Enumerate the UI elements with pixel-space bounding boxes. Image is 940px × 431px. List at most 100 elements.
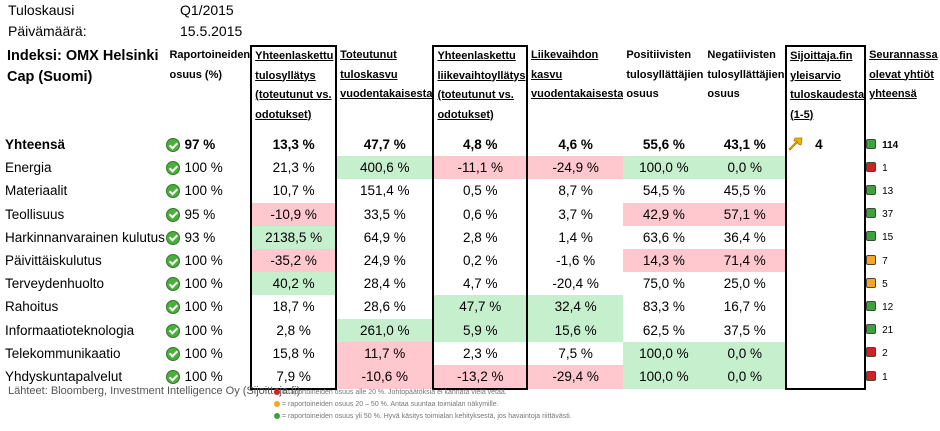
rs-cell: 0,6 % xyxy=(432,202,529,226)
rg-cell: 15,6 % xyxy=(527,318,624,342)
reported-cell: 100 % xyxy=(166,365,251,389)
followed-cell: 5 xyxy=(865,272,940,295)
reported-cell: 97 % xyxy=(166,133,251,156)
followed-value: 21 xyxy=(882,325,894,337)
negative-share-header: Negatiivisten tulosyllättäjien osuus xyxy=(707,49,785,100)
eg-cell: 33,5 % xyxy=(363,206,406,222)
followed-value: 1 xyxy=(882,371,888,383)
eg-cell: 400,6 % xyxy=(336,156,434,180)
revenue-growth-header: Liikevaihdon kasvu vuodentakaisesta xyxy=(531,49,624,100)
reported-value: 100 % xyxy=(184,276,223,292)
followed-value: 1 xyxy=(882,162,888,174)
rs-cell: 2,3 % xyxy=(432,341,529,365)
check-icon xyxy=(166,161,181,176)
status-dot-icon xyxy=(866,370,877,381)
pos-cell: 100,0 % xyxy=(623,364,705,390)
es-cell: -10,9 % xyxy=(250,202,338,226)
legend-orange: = raportoineiden osuus 20 – 50 %. Antaa … xyxy=(274,401,499,408)
results-table: Indeksi: OMX Helsinki Cap (Suomi) Raport… xyxy=(5,45,940,391)
reported-cell: 100 % xyxy=(166,179,251,202)
neg-cell: 16,7 % xyxy=(723,299,766,315)
es-cell: 13,3 % xyxy=(250,133,338,157)
followed-value: 37 xyxy=(882,209,894,221)
neg-cell: 25,0 % xyxy=(723,276,766,292)
table-row: Telekommunikaatio 100 % 15,8 % 11,7 % 2,3 % 7… xyxy=(5,341,940,365)
pos-cell: 14,3 % xyxy=(623,248,705,273)
legend-green: = raportoineiden osuus yli 50 %. Hyvä kä… xyxy=(274,413,572,420)
sijoittaja-cell xyxy=(785,225,867,249)
check-icon xyxy=(166,184,181,199)
pos-cell: 83,3 % xyxy=(642,299,685,315)
pos-cell: 62,5 % xyxy=(642,322,685,338)
check-icon xyxy=(166,323,181,338)
rs-cell: 47,7 % xyxy=(432,295,529,319)
eg-cell: 11,7 % xyxy=(336,341,434,365)
period-value: Q1/2015 xyxy=(180,2,234,18)
followed-cell: 15 xyxy=(865,226,940,249)
rg-cell: 8,7 % xyxy=(558,183,593,199)
es-cell: 18,7 % xyxy=(250,295,338,319)
pos-cell: 55,6 % xyxy=(642,137,685,153)
table-row: Energia 100 % 21,3 % 400,6 % -11,1 % -24,9 % 1… xyxy=(5,156,940,180)
status-dot-icon xyxy=(866,184,877,195)
sijoittaja-cell xyxy=(785,202,867,226)
followed-cell: 12 xyxy=(865,295,940,318)
followed-value: 5 xyxy=(882,278,888,290)
pos-cell: 100,0 % xyxy=(623,341,705,365)
eg-cell: 47,7 % xyxy=(363,137,406,153)
neg-cell: 43,1 % xyxy=(723,137,766,153)
sijoittaja-cell xyxy=(785,156,867,180)
sijoittaja-cell: 4 xyxy=(785,133,867,157)
check-icon xyxy=(166,138,181,153)
reported-value: 93 % xyxy=(184,229,216,245)
neg-cell: 36,4 % xyxy=(723,229,766,245)
status-dot-icon xyxy=(866,161,877,172)
neg-cell: 71,4 % xyxy=(704,248,787,273)
sijoittaja-score: 4 xyxy=(815,137,823,153)
reported-value: 100 % xyxy=(184,160,223,176)
rg-cell: -1,6 % xyxy=(556,253,596,269)
period-row: Tuloskausi Q1/2015 xyxy=(8,2,234,18)
sijoittaja-cell xyxy=(785,341,867,365)
reported-cell: 100 % xyxy=(166,272,251,295)
rg-cell: -29,4 % xyxy=(527,364,624,390)
es-cell: 7,9 % xyxy=(250,364,338,391)
table-row: Informaatioteknologia 100 % 2,8 % 261,0 % 5,… xyxy=(5,318,940,342)
es-cell: -35,2 % xyxy=(250,248,338,273)
eg-cell: 24,9 % xyxy=(363,253,406,269)
table-row: Teollisuus 95 % -10,9 % 33,5 % 0,6 % 3,7 % 42,… xyxy=(5,202,940,226)
sector-name: Harkinnanvarainen kulutus xyxy=(5,229,165,245)
neg-cell: 0,0 % xyxy=(704,156,787,180)
reported-value: 100 % xyxy=(184,322,223,338)
check-icon xyxy=(166,346,181,361)
sector-name: Energia xyxy=(5,160,52,176)
sijoittaja-cell xyxy=(785,364,867,391)
revenue-surprise-header: Yhteenlaskettu liikevaihtoyllätys (toteu… xyxy=(432,45,529,133)
table-row: Terveydenhuolto 100 % 40,2 % 28,4 % 4,7 % -20… xyxy=(5,272,940,296)
sector-name: Yhdyskuntapalvelut xyxy=(5,369,123,385)
earnings-surprise-header: Yhteenlaskettu tulosyllätys (toteutunut … xyxy=(250,45,338,133)
pos-cell: 63,6 % xyxy=(642,229,685,245)
sector-name: Yhteensä xyxy=(5,137,66,153)
sector-name: Informaatioteknologia xyxy=(5,322,135,338)
reported-value: 100 % xyxy=(184,345,223,361)
rg-cell: 4,6 % xyxy=(558,137,593,153)
table-row: Päivittäiskulutus 100 % -35,2 % 24,9 % 0,2 %… xyxy=(5,248,940,273)
followed-cell: 7 xyxy=(865,249,940,272)
eg-cell: 151,4 % xyxy=(360,183,410,199)
es-cell: 2,8 % xyxy=(250,318,338,342)
header-row: Indeksi: OMX Helsinki Cap (Suomi) Raport… xyxy=(5,45,940,133)
arrow-up-right-icon xyxy=(788,137,803,151)
sijoittaja-cell xyxy=(785,248,867,273)
status-dot-icon xyxy=(866,208,877,219)
followed-cell: 1 xyxy=(865,365,940,389)
pos-cell: 42,9 % xyxy=(623,202,705,226)
followed-value: 114 xyxy=(882,139,899,151)
rs-cell: 2,8 % xyxy=(432,225,529,249)
status-dot-icon xyxy=(866,277,877,288)
table-row: Materiaalit 100 % 10,7 % 151,4 % 0,5 % 8,7 % 5… xyxy=(5,179,940,203)
status-dot-icon xyxy=(866,231,877,242)
rs-cell: 0,5 % xyxy=(432,179,529,203)
reported-value: 95 % xyxy=(184,206,216,222)
rg-cell: 1,4 % xyxy=(558,229,593,245)
